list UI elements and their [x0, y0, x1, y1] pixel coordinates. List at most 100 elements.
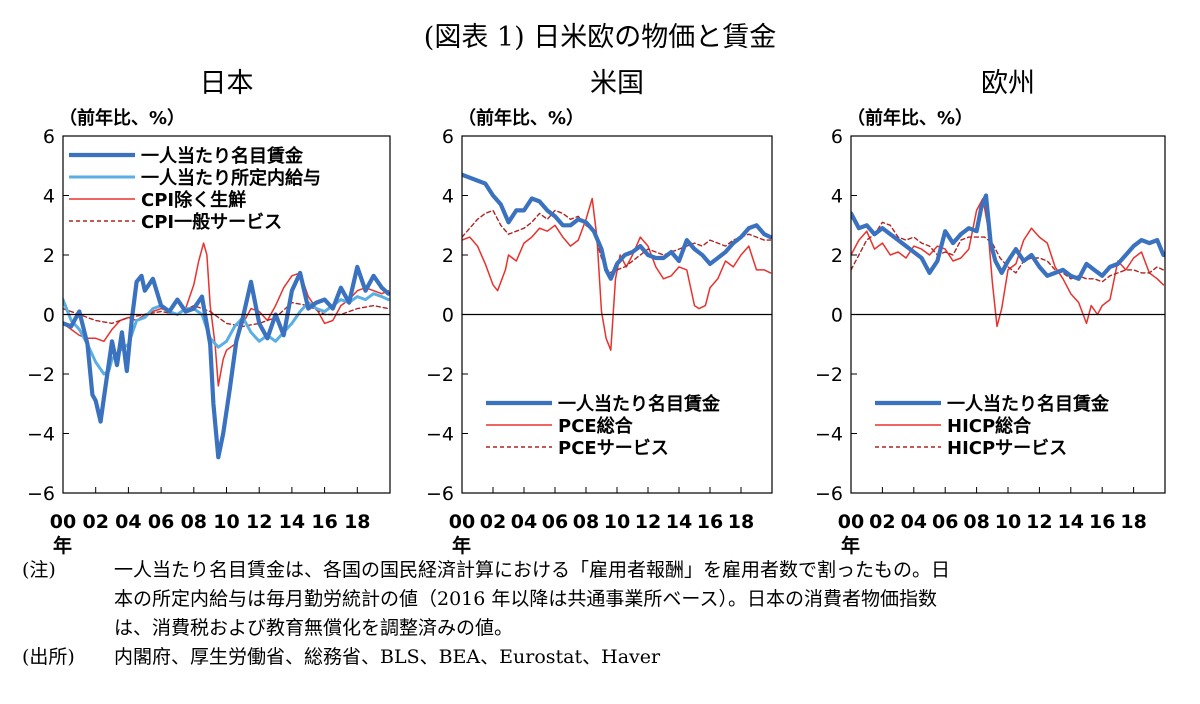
series-line-scheduled [63, 292, 390, 376]
x-tick-label: 10 [604, 511, 630, 533]
x-tick-label: 16 [311, 511, 337, 533]
y-tick-label: 2 [43, 245, 55, 267]
legend-label: PCEサービス [558, 438, 669, 459]
panel-title: 欧州 [981, 68, 1035, 99]
x-tick-label: 14 [279, 511, 305, 533]
x-tick-label: 06 [542, 511, 568, 533]
panel-title: 米国 [590, 68, 644, 99]
source-label: (出所) [22, 646, 75, 668]
chart-panel-1: 日本 （前年比、%）6 4 2 0 −2 −4 −6 00 02 04 06 08 10 12 14 16 18 年… [27, 68, 391, 557]
y-unit-label: （前年比、%） [458, 107, 584, 129]
source-row: (出所) 内閣府、厚生労働省、総務省、BLS、BEA、Eurostat、Have… [22, 643, 1192, 672]
x-tick-label: 02 [869, 511, 895, 533]
legend-label: 一人当たり名目賃金 [558, 393, 721, 415]
note-row-1: (注) 一人当たり名目賃金は、各国の国民経済計算における「雇用者報酬」を雇用者数… [22, 556, 1192, 585]
note-line-1: 一人当たり名目賃金は、各国の国民経済計算における「雇用者報酬」を雇用者数で割った… [114, 559, 951, 581]
series-line-service [462, 209, 772, 274]
y-tick-label: −2 [426, 364, 454, 386]
series-group [851, 193, 1165, 328]
y-tick-label: −4 [426, 424, 454, 446]
x-tick-label: 18 [728, 511, 754, 533]
y-unit-label: （前年比、%） [847, 107, 973, 129]
y-tick-label: −4 [815, 424, 843, 446]
y-tick-label: 2 [831, 245, 843, 267]
x-unit-label: 年 [53, 534, 72, 557]
x-tick-label: 00 [449, 511, 475, 533]
x-tick-label: 18 [344, 511, 370, 533]
note-line-2: 本の所定内給与は毎月勤労統計の値（2016 年以降は共通事業所ベース）。日本の消… [114, 588, 937, 610]
legend-label: 一人当たり名目賃金 [141, 145, 304, 167]
x-tick-label: 14 [1058, 511, 1084, 533]
chart-panel-3: 欧州 （前年比、%）6 4 2 0 −2 −4 −6 00 02 04 06 08 10 12 14 16 18 年… [815, 68, 1166, 557]
chart-panel-2: 米国 （前年比、%）6 4 2 0 −2 −4 −6 00 02 04 06 08 10 12 14 16 18 年… [426, 68, 773, 557]
y-tick-label: −6 [815, 483, 843, 505]
x-tick-label: 12 [635, 511, 661, 533]
legend-label: PCE総合 [558, 415, 634, 437]
x-tick-label: 12 [246, 511, 272, 533]
series-line-wage [851, 193, 1165, 281]
y-tick-label: −2 [27, 364, 55, 386]
x-tick-label: 00 [838, 511, 864, 533]
series-group [462, 172, 772, 351]
series-group [63, 242, 390, 460]
legend-label: CPI除く生鮮 [141, 189, 246, 211]
y-tick-label: 6 [43, 126, 55, 148]
y-tick-label: 6 [831, 126, 843, 148]
legend-label: CPI一般サービス [141, 211, 282, 233]
note-row-2: 本の所定内給与は毎月勤労統計の値（2016 年以降は共通事業所ベース）。日本の消… [22, 585, 1192, 614]
y-tick-label: −6 [426, 483, 454, 505]
x-tick-label: 06 [932, 511, 958, 533]
x-tick-label: 08 [573, 511, 599, 533]
legend-label: 一人当たり所定内給与 [141, 167, 321, 189]
y-tick-label: 4 [43, 186, 55, 208]
x-tick-label: 04 [115, 511, 141, 533]
y-tick-label: 6 [442, 126, 454, 148]
series-line-price [851, 197, 1165, 328]
legend-label: 一人当たり名目賃金 [947, 393, 1110, 415]
y-unit-label: （前年比、%） [59, 107, 185, 129]
series-line-service [851, 221, 1165, 283]
panel-title: 日本 [200, 68, 254, 99]
note-line-3: は、消費税および教育無償化を調整済みの値。 [114, 617, 514, 639]
x-unit-label: 年 [841, 534, 860, 557]
y-tick-label: 4 [831, 186, 843, 208]
x-tick-label: 00 [50, 511, 76, 533]
y-tick-label: −6 [27, 483, 55, 505]
x-tick-label: 10 [995, 511, 1021, 533]
x-unit-label: 年 [452, 534, 471, 557]
y-tick-label: 0 [831, 305, 843, 327]
y-tick-label: −2 [815, 364, 843, 386]
y-tick-label: 2 [442, 245, 454, 267]
x-tick-label: 06 [148, 511, 174, 533]
y-tick-label: −4 [27, 424, 55, 446]
x-tick-label: 04 [901, 511, 927, 533]
series-line-wage [462, 172, 772, 281]
x-tick-label: 16 [1089, 511, 1115, 533]
note-row-3: は、消費税および教育無償化を調整済みの値。 [22, 614, 1192, 643]
figure-title: (図表 1) 日米欧の物価と賃金 [424, 22, 776, 53]
note-label: (注) [22, 559, 56, 581]
x-tick-label: 10 [213, 511, 239, 533]
x-tick-label: 08 [181, 511, 207, 533]
x-tick-label: 02 [480, 511, 506, 533]
series-line-wage [63, 264, 390, 460]
notes-block: (注) 一人当たり名目賃金は、各国の国民経済計算における「雇用者報酬」を雇用者数… [22, 556, 1192, 672]
x-tick-label: 04 [511, 511, 537, 533]
x-tick-label: 18 [1120, 511, 1146, 533]
source-text: 内閣府、厚生労働省、総務省、BLS、BEA、Eurostat、Haver [114, 646, 661, 668]
y-tick-label: 0 [442, 305, 454, 327]
legend-label: HICP総合 [947, 415, 1032, 437]
y-tick-label: 0 [43, 305, 55, 327]
x-tick-label: 14 [666, 511, 692, 533]
y-tick-label: 4 [442, 186, 454, 208]
x-tick-label: 02 [82, 511, 108, 533]
legend-label: HICPサービス [947, 438, 1067, 459]
x-tick-label: 16 [697, 511, 723, 533]
x-tick-label: 12 [1026, 511, 1052, 533]
x-tick-label: 08 [963, 511, 989, 533]
